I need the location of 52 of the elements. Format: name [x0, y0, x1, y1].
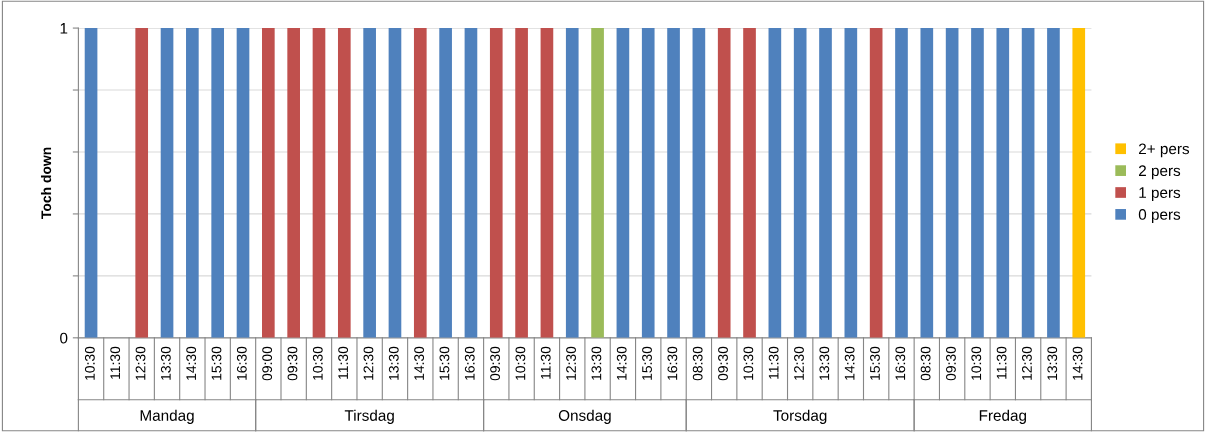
text: Onsdag: [558, 409, 611, 424]
x-tick-label: 11:30: [540, 346, 551, 379]
x-tick-label: 15:30: [439, 346, 450, 380]
text: Torsdag: [773, 409, 827, 424]
x-tick-label: 12:30: [566, 346, 576, 380]
legend-label: 0 pers: [1138, 209, 1181, 223]
x-tick-label: 14:30: [186, 346, 197, 380]
y-tick-label: 0: [60, 332, 68, 344]
x-tick-label: 09:30: [946, 346, 956, 381]
x-tick-label: 09:30: [287, 346, 298, 381]
x-tick-label: 09:30: [490, 346, 500, 381]
x-tick-label: 12:30: [794, 346, 804, 380]
x-tick-label: 14:30: [616, 346, 627, 380]
x-tick-label: 09:00: [262, 346, 273, 381]
x-tick-label: 10:30: [312, 346, 323, 380]
x-tick-label: 16:30: [895, 346, 906, 380]
x-tick-label: 16:30: [236, 346, 247, 380]
x-tick-label: 11:30: [338, 346, 349, 379]
x-tick-label: 14:30: [1072, 346, 1083, 380]
x-tick-label: 10:30: [84, 346, 95, 380]
x-tick-label: 11:30: [110, 346, 121, 379]
x-tick-label: 13:30: [388, 346, 399, 380]
x-tick-label: 10:30: [743, 346, 754, 380]
x-tick-label: 11:30: [768, 346, 779, 379]
text: Fredag: [979, 409, 1027, 424]
x-tick-label: 11:30: [996, 346, 1007, 379]
x-tick-label: 13:30: [160, 346, 171, 380]
x-tick-label: 14:30: [844, 346, 855, 380]
x-tick-label: 09:30: [718, 346, 728, 381]
x-tick-label: 10:30: [515, 346, 526, 380]
x-tick-label: 15:30: [870, 346, 880, 380]
x-tick-label: 13:30: [1047, 346, 1058, 380]
x-tick-label: 15:30: [211, 346, 222, 380]
legend-label: 2 pers: [1139, 165, 1181, 180]
x-tick-label: 14:30: [414, 346, 425, 380]
y-tick-label: 1: [60, 23, 68, 34]
text: Mandag: [140, 409, 194, 424]
x-tick-label: 12:30: [135, 346, 146, 380]
x-tick-label: 15:30: [642, 346, 652, 380]
y-axis-title: Toch down: [40, 147, 52, 219]
legend-label: 1 pers: [1139, 187, 1181, 202]
legend-label: 2+ pers: [1139, 143, 1190, 158]
x-tick-label: 10:30: [971, 346, 982, 380]
x-tick-label: 16:30: [464, 346, 475, 380]
x-tick-label: 13:30: [591, 346, 602, 380]
x-tick-label: 16:30: [667, 346, 678, 380]
x-tick-label: 13:30: [819, 346, 830, 380]
text: Tirsdag: [344, 409, 394, 424]
x-tick-label: 12:30: [363, 346, 374, 380]
x-tick-label: 12:30: [1022, 346, 1032, 380]
x-tick-label: 08:30: [920, 346, 931, 381]
x-tick-label: 08:30: [692, 346, 703, 381]
